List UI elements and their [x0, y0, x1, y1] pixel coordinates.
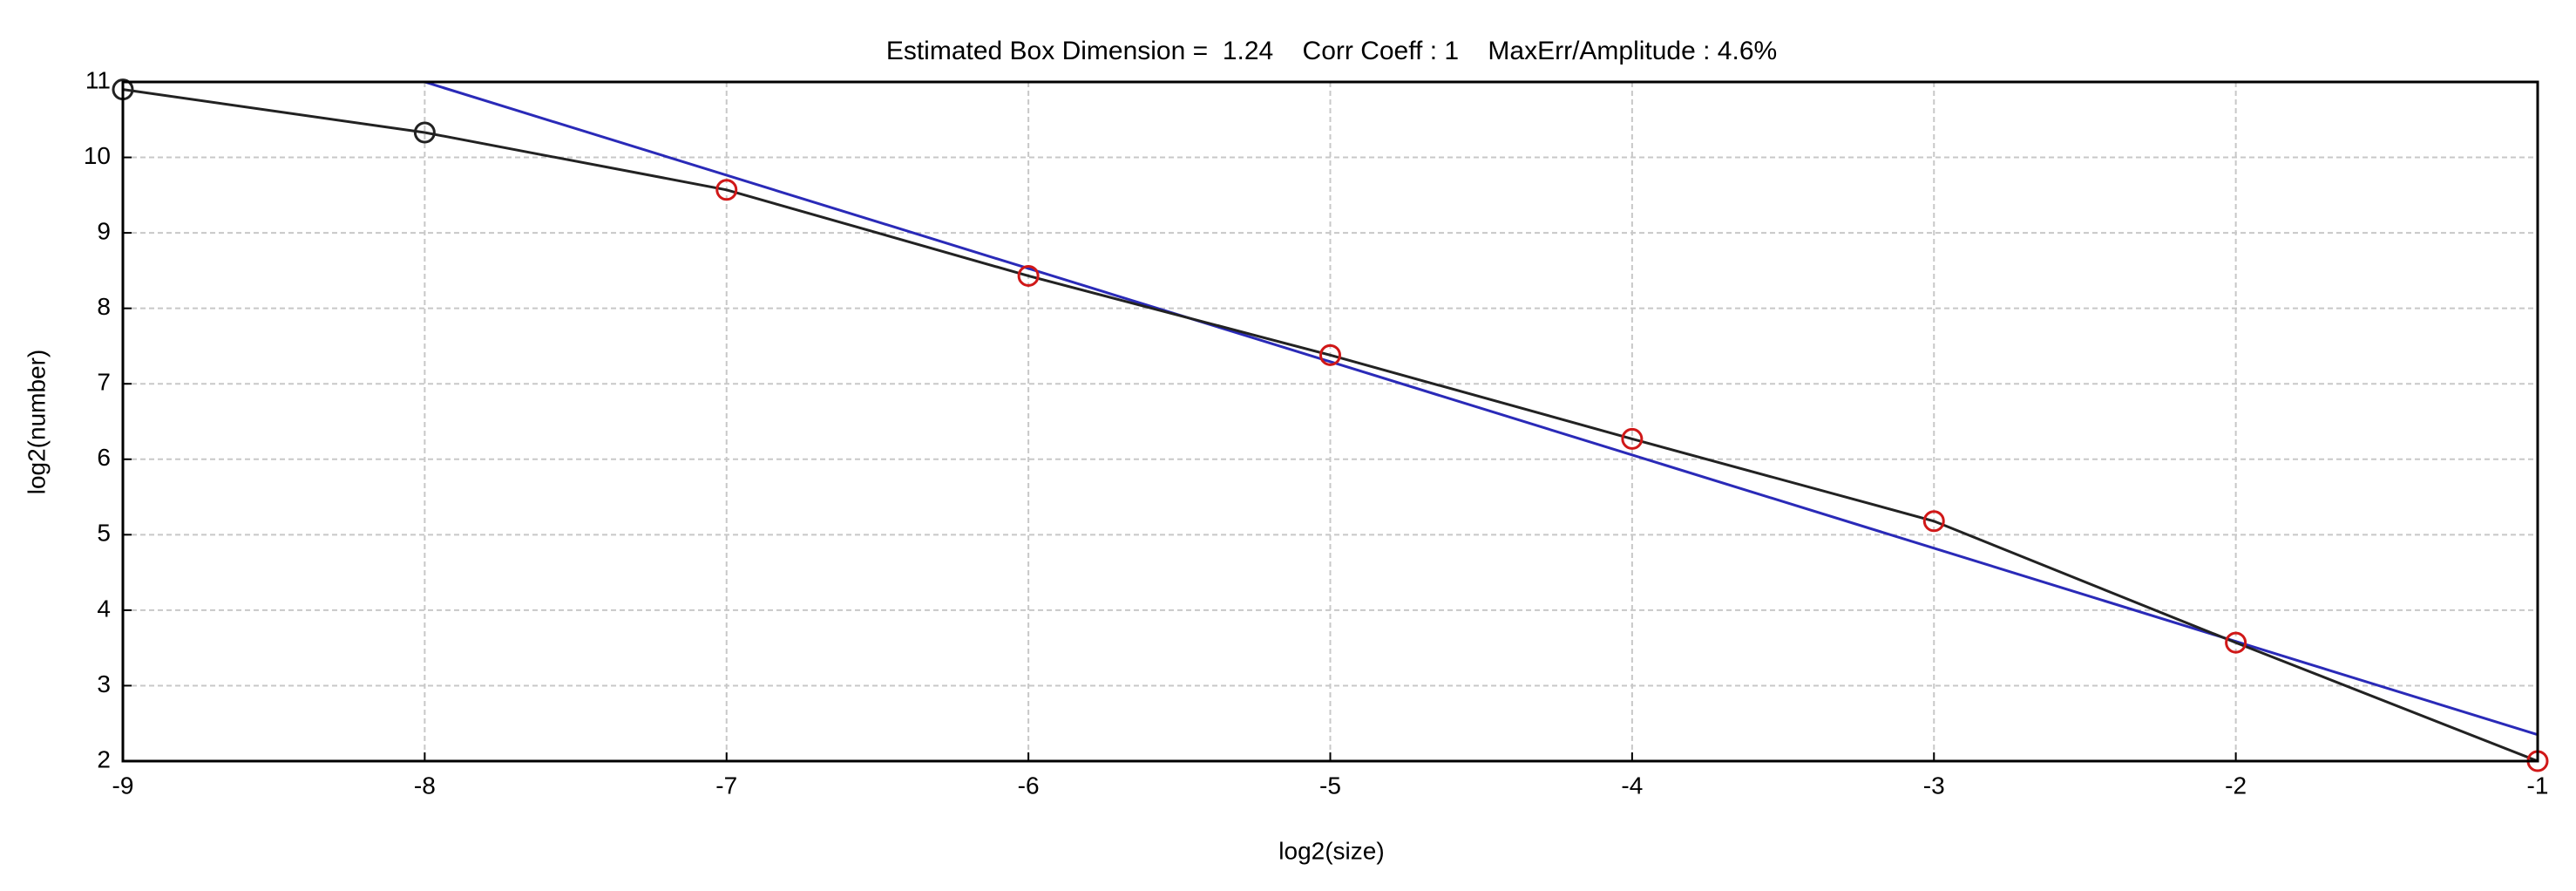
x-tick-label: -1	[2527, 772, 2549, 799]
data-point	[715, 179, 738, 201]
y-tick-label: 9	[97, 218, 111, 245]
y-tick-label: 4	[97, 595, 111, 622]
y-axis-label: log2(number)	[23, 350, 50, 495]
plot-area	[123, 82, 2538, 761]
series-line	[424, 82, 2538, 737]
x-tick-label: -6	[1018, 772, 1040, 799]
y-tick-label: 10	[84, 142, 111, 169]
x-axis-label: log2(size)	[1278, 837, 1384, 864]
data-point	[1621, 427, 1644, 450]
y-tick-label: 5	[97, 520, 111, 547]
plot-border	[121, 80, 2539, 763]
x-tick-label: -8	[414, 772, 436, 799]
chart-title: Estimated Box Dimension = 1.24 Corr Coef…	[886, 37, 1777, 65]
y-tick-label: 2	[97, 745, 111, 772]
data-point	[1319, 343, 1341, 366]
y-tick-label: 11	[85, 66, 111, 93]
x-tick-label: -7	[715, 772, 737, 799]
y-tick-label: 6	[97, 444, 111, 471]
x-tick-label: -4	[1621, 772, 1643, 799]
data-point	[1017, 264, 1040, 287]
y-tick-label: 7	[97, 369, 111, 396]
data-point	[1922, 510, 1945, 533]
series-line	[123, 88, 2538, 761]
y-tick-label: 8	[97, 293, 111, 320]
data-point	[413, 121, 436, 144]
x-tick-label: -2	[2225, 772, 2247, 799]
x-tick-label: -5	[1319, 772, 1341, 799]
data-point	[2225, 631, 2247, 654]
x-tick-label: -3	[1923, 772, 1945, 799]
y-tick-label: 3	[97, 670, 111, 697]
x-tick-label: -9	[112, 772, 134, 799]
